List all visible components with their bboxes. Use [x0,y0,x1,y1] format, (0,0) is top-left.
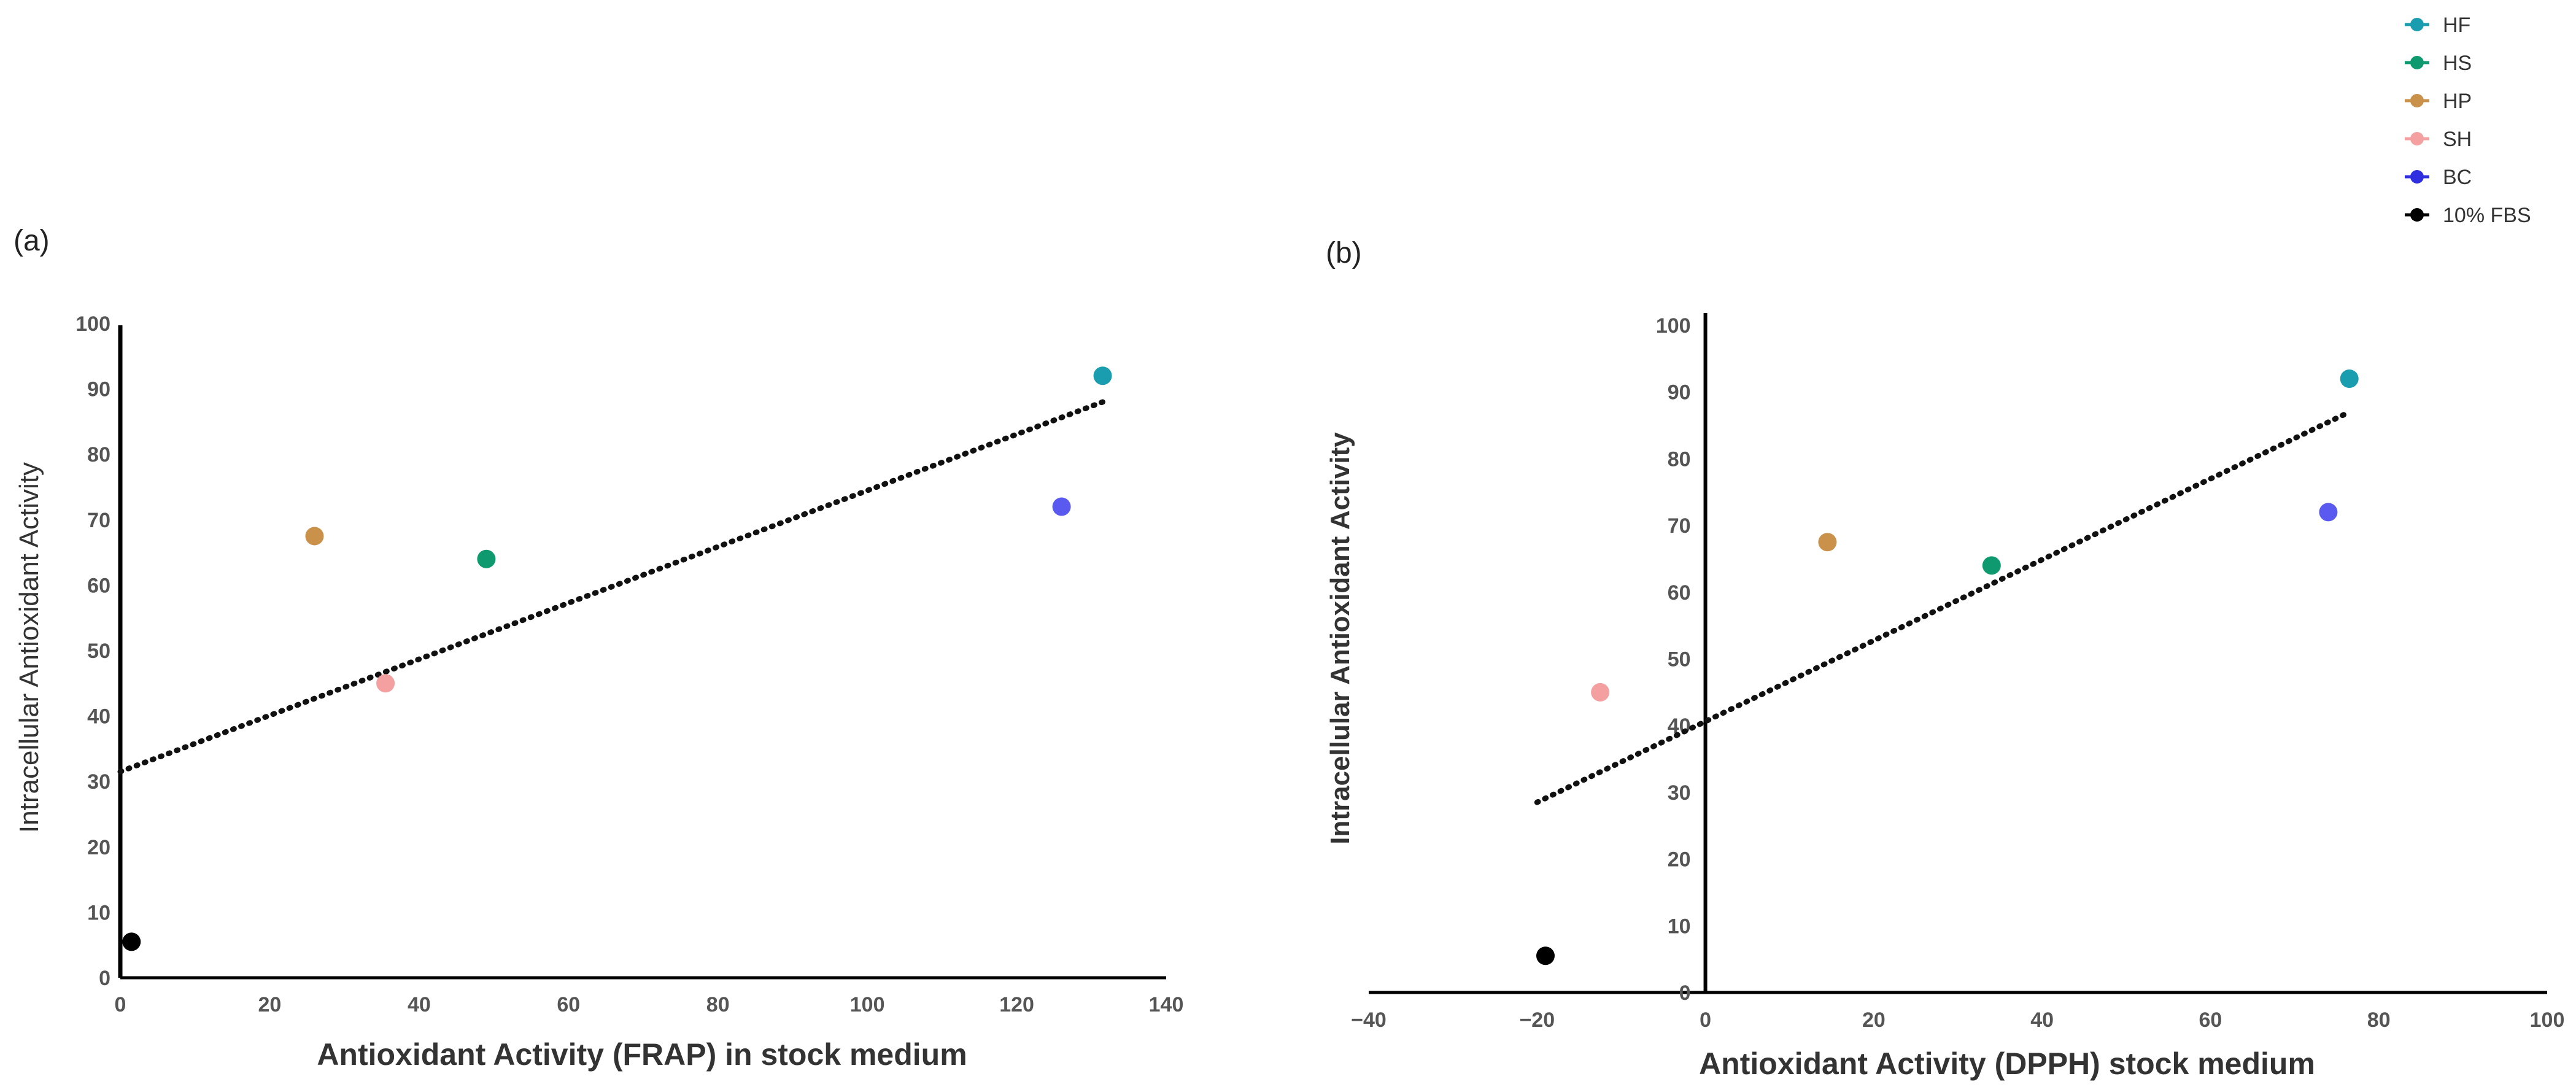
chart-b-x-tick-label: 40 [2030,1008,2054,1032]
chart-a-y-tick-label: 100 [75,312,110,336]
chart-b-x-tick-label: 100 [2530,1008,2565,1032]
chart-a-point-10-fbs [122,932,141,951]
legend-item-bc: BC [2405,166,2472,189]
chart-b-y-axis-title: Intracellular Antioxidant Activity [1325,432,1355,845]
chart-b-y-tick-label: 70 [1668,514,1691,538]
chart-a-x-tick-label: 60 [557,993,580,1016]
chart-b-x-axis-title: Antioxidant Activity (DPPH) stock medium [1699,1046,2315,1081]
chart-b-y-tick-label: 90 [1668,381,1691,404]
legend-label: HP [2443,90,2472,113]
legend-label: HS [2443,52,2472,75]
chart-a-x-tick-label: 80 [706,993,730,1016]
chart-b-y-tick-label: 10 [1668,915,1691,938]
chart-a-x-tick-label: 20 [258,993,282,1016]
legend-item-hf: HF [2405,14,2470,37]
chart-b-point-sh [1591,683,1610,702]
legend-item-hs: HS [2405,52,2472,75]
chart-a-point-bc [1052,497,1071,516]
chart-a-x-tick-label: 0 [115,993,126,1016]
legend-label: HF [2443,14,2470,37]
chart-a-point-hf [1093,366,1112,385]
chart-b-x-tick-label: −40 [1351,1008,1387,1032]
chart-a: 0 10 20 30 40 50 60 70 80 90 100 0 20 40 60 80 100 120 14… [14,312,1183,1072]
legend-swatch-marker [2410,170,2424,184]
panel-label-a: (a) [14,225,50,257]
panel-label-b: (b) [1326,237,1362,269]
chart-b-point-10-fbs [1536,946,1555,965]
chart-a-y-axis-title: Intracellular Antioxidant Activity [14,462,44,833]
legend-swatch-marker [2410,18,2424,31]
chart-b-y-tick-label: 50 [1668,648,1691,671]
chart-b-y-tick-label: 0 [1679,981,1691,1005]
chart-a-y-tick-label: 90 [87,378,110,401]
legend-swatch-marker [2410,132,2424,145]
chart-b-y-tick-label: 100 [1656,314,1691,338]
chart-b-point-bc [2319,503,2338,522]
chart-a-x-tick-label: 40 [408,993,431,1016]
chart-a-y-tick-label: 10 [87,901,110,924]
chart-a-y-tick-label: 50 [87,640,110,663]
chart-b-x-tick-label: −20 [1519,1008,1555,1032]
chart-a-trendline [117,399,1106,775]
chart-b-y-tick-label: 60 [1668,581,1691,605]
chart-b-point-hs [1982,556,2001,575]
chart-a-y-tick-label: 40 [87,705,110,729]
chart-a-x-axis-title: Antioxidant Activity (FRAP) in stock med… [317,1037,967,1072]
chart-b-point-hp [1818,533,1837,552]
chart-b-x-tick-label: 60 [2199,1008,2222,1032]
chart-b-y-tick-label: 20 [1668,848,1691,872]
chart-b-x-tick-label: 80 [2367,1008,2391,1032]
chart-b-y-tick-label: 80 [1668,447,1691,471]
legend-label: SH [2443,128,2472,151]
chart-a-point-sh [376,674,395,693]
legend-label: 10% FBS [2443,204,2531,227]
chart-b-x-tick-label: 0 [1700,1008,1711,1032]
legend-item-sh: SH [2405,128,2472,151]
legend-swatch-marker [2410,94,2424,107]
chart-a-x-tick-label: 100 [850,993,885,1016]
legend-swatch-marker [2410,56,2424,69]
chart-a-x-tick-label: 140 [1149,993,1184,1016]
legend: HF HS HP SH BC 10% FBS [2405,14,2531,227]
chart-a-y-tick-label: 70 [87,509,110,532]
legend-swatch-marker [2410,208,2424,222]
chart-b-trendline [1534,409,2353,805]
chart-b-x-tick-label: 20 [1862,1008,1886,1032]
chart-b-y-tick-label: 30 [1668,781,1691,805]
chart-a-y-tick-label: 80 [87,443,110,466]
chart-a-y-tick-label: 20 [87,836,110,859]
chart-a-y-tick-label: 0 [99,967,110,990]
chart-a-point-hp [305,527,324,546]
legend-item-10-fbs: 10% FBS [2405,204,2531,227]
chart-a-point-hs [477,549,496,568]
legend-item-hp: HP [2405,90,2472,113]
legend-label: BC [2443,166,2472,189]
chart-b-point-hf [2340,369,2359,388]
chart-a-x-tick-label: 120 [999,993,1034,1016]
chart-a-y-tick-label: 60 [87,574,110,597]
chart-a-y-tick-label: 30 [87,770,110,794]
